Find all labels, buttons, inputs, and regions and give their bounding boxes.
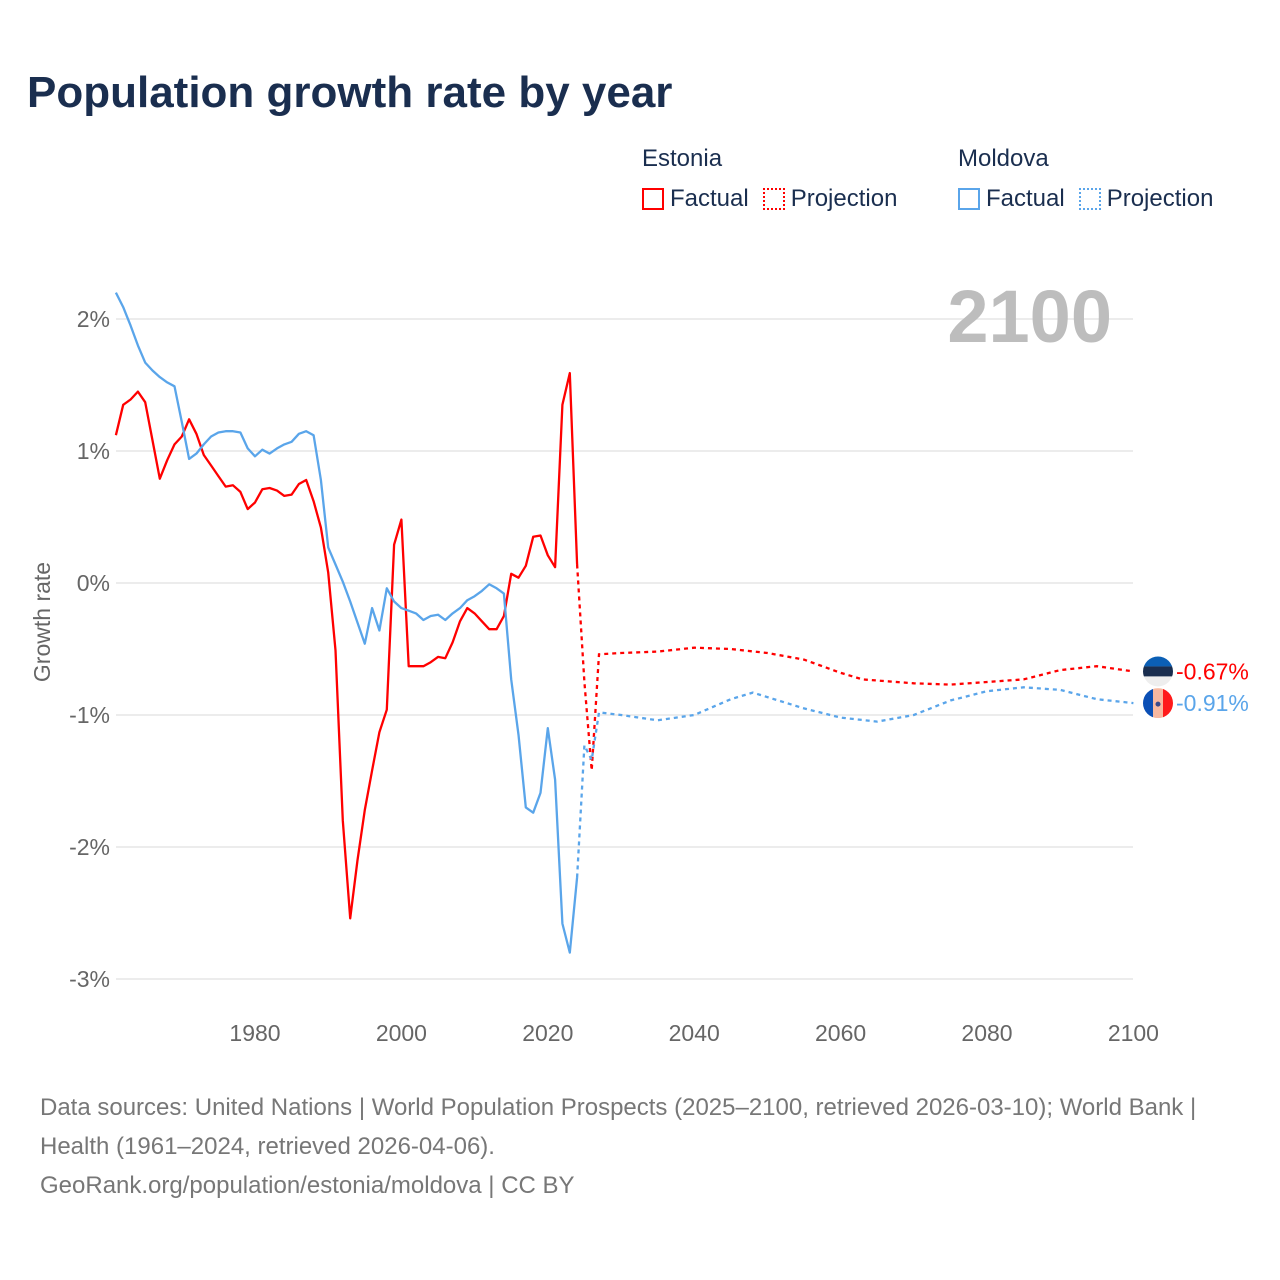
y-tick-label: -1% xyxy=(69,702,110,728)
legend-swatch xyxy=(762,188,785,210)
y-tick-label: 1% xyxy=(77,438,110,464)
legend-item-moldova-factual[interactable]: Factual xyxy=(958,185,1065,213)
legend-swatch xyxy=(642,188,664,210)
legend-label: Factual xyxy=(986,185,1065,212)
x-tick-label: 2060 xyxy=(815,1020,866,1046)
x-tick-label: 2000 xyxy=(376,1020,427,1046)
flag-emblem xyxy=(1155,701,1161,707)
legend-group-title: Estonia xyxy=(642,145,723,172)
legend-item-estonia-projection[interactable]: Projection xyxy=(762,185,898,213)
legend-item-estonia-factual[interactable]: Factual xyxy=(642,185,749,213)
end-marker-moldova: -0.91% xyxy=(1143,688,1249,719)
footer: Data sources: United Nations | World Pop… xyxy=(40,1088,1240,1205)
legend-group-estonia: Estonia Factual Projection xyxy=(642,145,911,213)
x-tick-label: 2080 xyxy=(961,1020,1012,1046)
estonia-flag-icon xyxy=(1143,656,1173,687)
legend-label: Factual xyxy=(670,185,749,212)
y-axis-label: Growth rate xyxy=(29,562,55,682)
y-tick-label: 2% xyxy=(77,306,110,332)
legend-label: Projection xyxy=(1106,185,1214,212)
legend-label: Projection xyxy=(790,185,898,212)
series-line-moldova-projection xyxy=(575,686,1134,878)
chart-title: Population growth rate by year xyxy=(27,68,673,117)
flag-stripe xyxy=(1143,666,1173,677)
y-tick-label: -3% xyxy=(69,966,110,992)
legend-group-moldova: Moldova Factual Projection xyxy=(958,145,1227,213)
x-tick-label: 1980 xyxy=(229,1020,280,1046)
end-value-label: -0.91% xyxy=(1176,690,1249,716)
legend-swatch xyxy=(958,188,980,210)
end-value-label: -0.67% xyxy=(1176,658,1249,684)
series-line-moldova-factual xyxy=(114,292,579,954)
y-tick-label: -2% xyxy=(69,834,110,860)
moldova-flag-icon xyxy=(1143,688,1173,719)
flag-stripe xyxy=(1143,676,1173,687)
x-tick-label: 2040 xyxy=(669,1020,720,1046)
legend-swatch xyxy=(1078,188,1101,210)
flag-stripe xyxy=(1143,656,1173,667)
x-tick-label: 2100 xyxy=(1108,1020,1159,1046)
line-chart: 2% 1% 0% -1% -2% -3% 1980 2000 2020 2040 2060 2080 2… xyxy=(29,275,1249,1046)
end-marker-estonia: -0.67% xyxy=(1143,656,1249,687)
x-tick-label: 2020 xyxy=(522,1020,573,1046)
series-line-estonia-factual xyxy=(114,371,579,920)
year-watermark: 2100 xyxy=(947,275,1112,358)
data-sources: Data sources: United Nations | World Pop… xyxy=(40,1094,1197,1160)
legend-group-title: Moldova xyxy=(958,145,1049,172)
y-tick-label: 0% xyxy=(77,570,110,596)
flag-stripe xyxy=(1143,688,1153,719)
credit-link[interactable]: GeoRank.org/population/estonia/moldova |… xyxy=(40,1172,575,1199)
legend-item-moldova-projection[interactable]: Projection xyxy=(1078,185,1214,213)
series-line-estonia-projection xyxy=(575,564,1134,771)
flag-stripe xyxy=(1163,688,1173,719)
